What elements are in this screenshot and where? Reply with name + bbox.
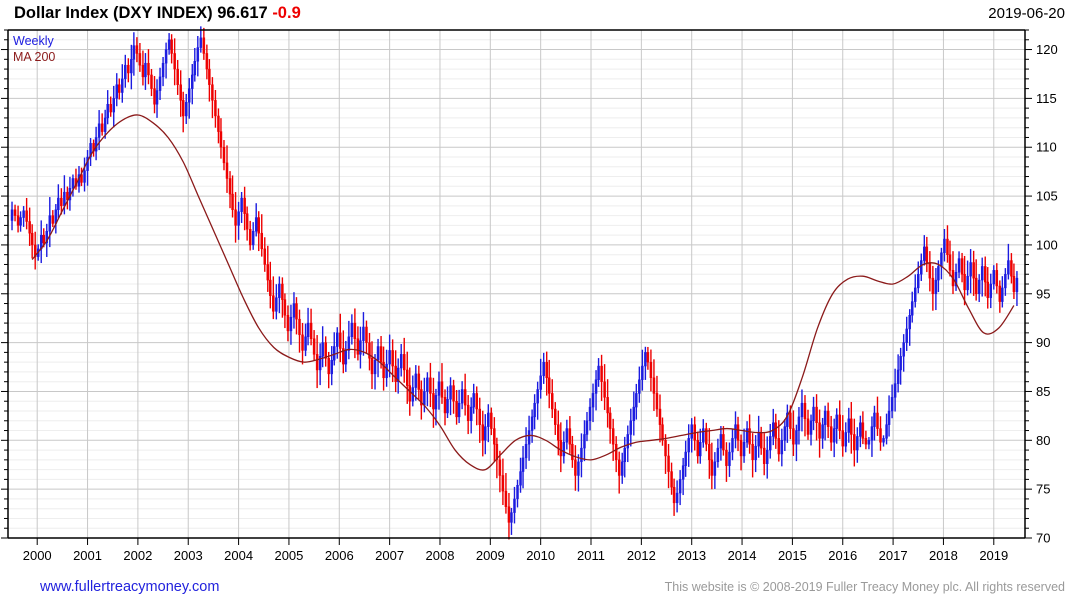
legend-item-ma200[interactable]: MA 200 xyxy=(13,50,56,64)
svg-text:2006: 2006 xyxy=(325,548,354,563)
svg-text:2001: 2001 xyxy=(73,548,102,563)
legend-item-weekly[interactable]: Weekly xyxy=(13,34,54,48)
svg-text:2012: 2012 xyxy=(627,548,656,563)
svg-text:2013: 2013 xyxy=(677,548,706,563)
instrument-name: Dollar Index (DXY INDEX) xyxy=(14,4,213,22)
svg-text:2019: 2019 xyxy=(979,548,1008,563)
svg-text:85: 85 xyxy=(1036,384,1050,399)
svg-text:90: 90 xyxy=(1036,335,1050,350)
chart-header: Dollar Index (DXY INDEX) 96.617 -0.9 201… xyxy=(0,0,1075,30)
as-of-date: 2019-06-20 xyxy=(988,5,1065,22)
svg-text:105: 105 xyxy=(1036,189,1058,204)
svg-text:2014: 2014 xyxy=(728,548,757,563)
svg-text:95: 95 xyxy=(1036,286,1050,301)
page-title: Dollar Index (DXY INDEX) 96.617 -0.9 xyxy=(14,4,301,23)
svg-text:70: 70 xyxy=(1036,531,1050,546)
site-url[interactable]: www.fullertreacymoney.com xyxy=(40,579,220,595)
svg-text:2010: 2010 xyxy=(526,548,555,563)
svg-text:80: 80 xyxy=(1036,433,1050,448)
axis-layer xyxy=(1,29,1032,545)
svg-text:2003: 2003 xyxy=(174,548,203,563)
copyright-notice: This website is © 2008-2019 Fuller Treac… xyxy=(664,580,1065,594)
svg-text:2009: 2009 xyxy=(476,548,505,563)
svg-text:110: 110 xyxy=(1036,140,1057,155)
y-axis-labels: 70 75 80 85 90 95 100 105 110 115 120 xyxy=(1036,42,1058,545)
svg-text:2015: 2015 xyxy=(778,548,807,563)
chart-legend: Weekly MA 200 xyxy=(13,33,55,65)
svg-text:2005: 2005 xyxy=(274,548,303,563)
price-change: -0.9 xyxy=(272,4,301,22)
svg-text:2017: 2017 xyxy=(879,548,908,563)
svg-text:2000: 2000 xyxy=(23,548,52,563)
svg-text:75: 75 xyxy=(1036,482,1050,497)
svg-text:2002: 2002 xyxy=(123,548,152,563)
svg-text:2004: 2004 xyxy=(224,548,253,563)
svg-text:2016: 2016 xyxy=(828,548,857,563)
candlestick-series xyxy=(10,26,1019,540)
svg-text:120: 120 xyxy=(1036,42,1058,57)
x-axis-labels: 2000 2001 2002 2003 2004 2005 2006 2007 2008 2009… xyxy=(23,548,1009,563)
svg-text:2007: 2007 xyxy=(375,548,404,563)
svg-text:115: 115 xyxy=(1036,91,1057,106)
grid-layer xyxy=(8,29,1025,539)
svg-text:2011: 2011 xyxy=(577,548,605,563)
svg-text:2018: 2018 xyxy=(929,548,958,563)
ma200-line xyxy=(31,114,1015,471)
svg-text:2008: 2008 xyxy=(426,548,455,563)
last-price: 96.617 xyxy=(217,4,268,22)
svg-text:100: 100 xyxy=(1036,237,1058,252)
